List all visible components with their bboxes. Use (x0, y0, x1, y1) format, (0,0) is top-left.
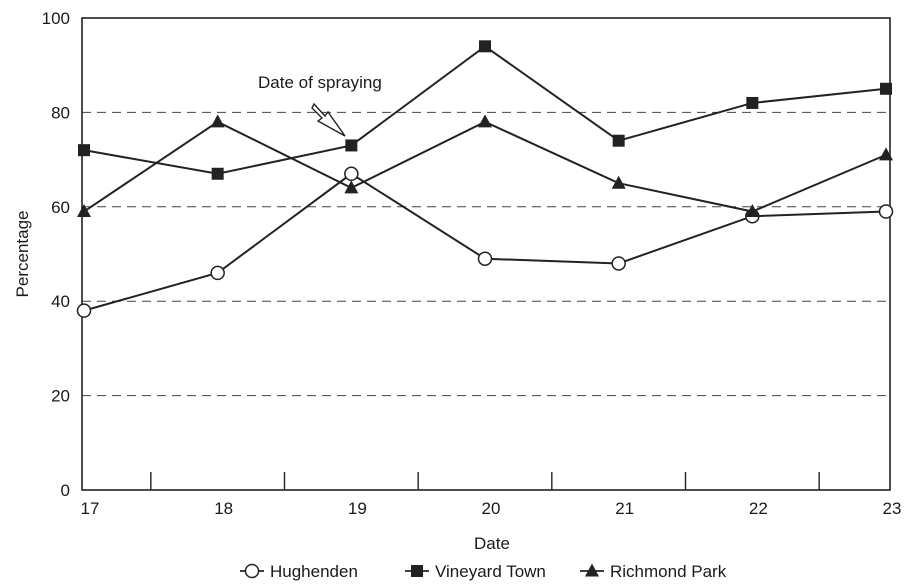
series-line-vineyard-town (83, 45, 887, 175)
data-point (76, 303, 92, 318)
y-tick-label-0: 0 (61, 481, 70, 500)
x-axis-tick-labels: 17 18 19 20 21 22 23 (81, 499, 902, 518)
legend-marker-hughenden (244, 563, 260, 579)
data-point (479, 40, 491, 53)
legend-label-hughenden: Hughenden (270, 562, 358, 581)
series-richmond-park (77, 114, 893, 218)
series-vineyard-town (78, 40, 892, 180)
x-tick-label-23: 23 (883, 499, 902, 518)
x-tick-label-21: 21 (615, 499, 634, 518)
y-tick-label-80: 80 (51, 103, 70, 122)
legend-item-vineyard-town: Vineyard Town (405, 562, 546, 581)
data-point (78, 144, 90, 157)
data-point (345, 139, 358, 152)
y-tick-label-20: 20 (51, 387, 70, 406)
series-line-richmond-park (83, 120, 887, 213)
x-axis-label: Date (474, 534, 510, 553)
y-tick-label-60: 60 (51, 198, 70, 217)
legend: Hughenden Vineyard Town Richmond Park (240, 562, 727, 581)
x-tick-label-18: 18 (214, 499, 233, 518)
annotation-label: Date of spraying (258, 73, 382, 92)
data-point (879, 147, 893, 161)
data-point (611, 256, 626, 271)
x-axis-tick-marks (150, 472, 820, 490)
data-point (611, 175, 626, 189)
series-line-hughenden (83, 172, 887, 312)
legend-marker-richmond-park (585, 563, 599, 577)
data-point (344, 180, 359, 194)
y-axis-tick-labels: 0 20 40 60 80 100 (42, 9, 70, 500)
data-point (210, 114, 225, 128)
data-point (612, 134, 625, 147)
data-point (77, 204, 91, 218)
spraying-annotation: Date of spraying (258, 73, 382, 137)
data-point (344, 166, 359, 182)
x-tick-label-20: 20 (482, 499, 501, 518)
plot-frame (81, 17, 891, 491)
legend-item-richmond-park: Richmond Park (580, 562, 727, 581)
data-point (880, 82, 892, 95)
series-hughenden (76, 166, 894, 318)
legend-label-vineyard-town: Vineyard Town (435, 562, 546, 581)
series-layer (76, 40, 894, 318)
data-point (478, 114, 492, 128)
data-point (746, 96, 759, 109)
x-tick-label-22: 22 (749, 499, 768, 518)
legend-item-hughenden: Hughenden (240, 562, 358, 581)
x-tick-label-19: 19 (348, 499, 367, 518)
data-point (477, 251, 493, 266)
legend-label-richmond-park: Richmond Park (610, 562, 727, 581)
x-tick-label-17: 17 (81, 499, 100, 518)
data-point (210, 265, 225, 281)
y-axis-label: Percentage (13, 211, 32, 298)
y-tick-label-100: 100 (42, 9, 70, 28)
annotation-arrow-icon (311, 102, 346, 137)
data-point (211, 167, 224, 180)
data-point (878, 204, 894, 219)
legend-marker-vineyard-town (411, 565, 423, 577)
y-tick-label-40: 40 (51, 292, 70, 311)
data-point (745, 204, 760, 218)
